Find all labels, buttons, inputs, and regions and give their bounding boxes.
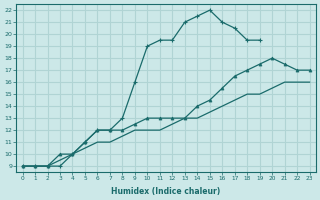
X-axis label: Humidex (Indice chaleur): Humidex (Indice chaleur): [111, 187, 221, 196]
